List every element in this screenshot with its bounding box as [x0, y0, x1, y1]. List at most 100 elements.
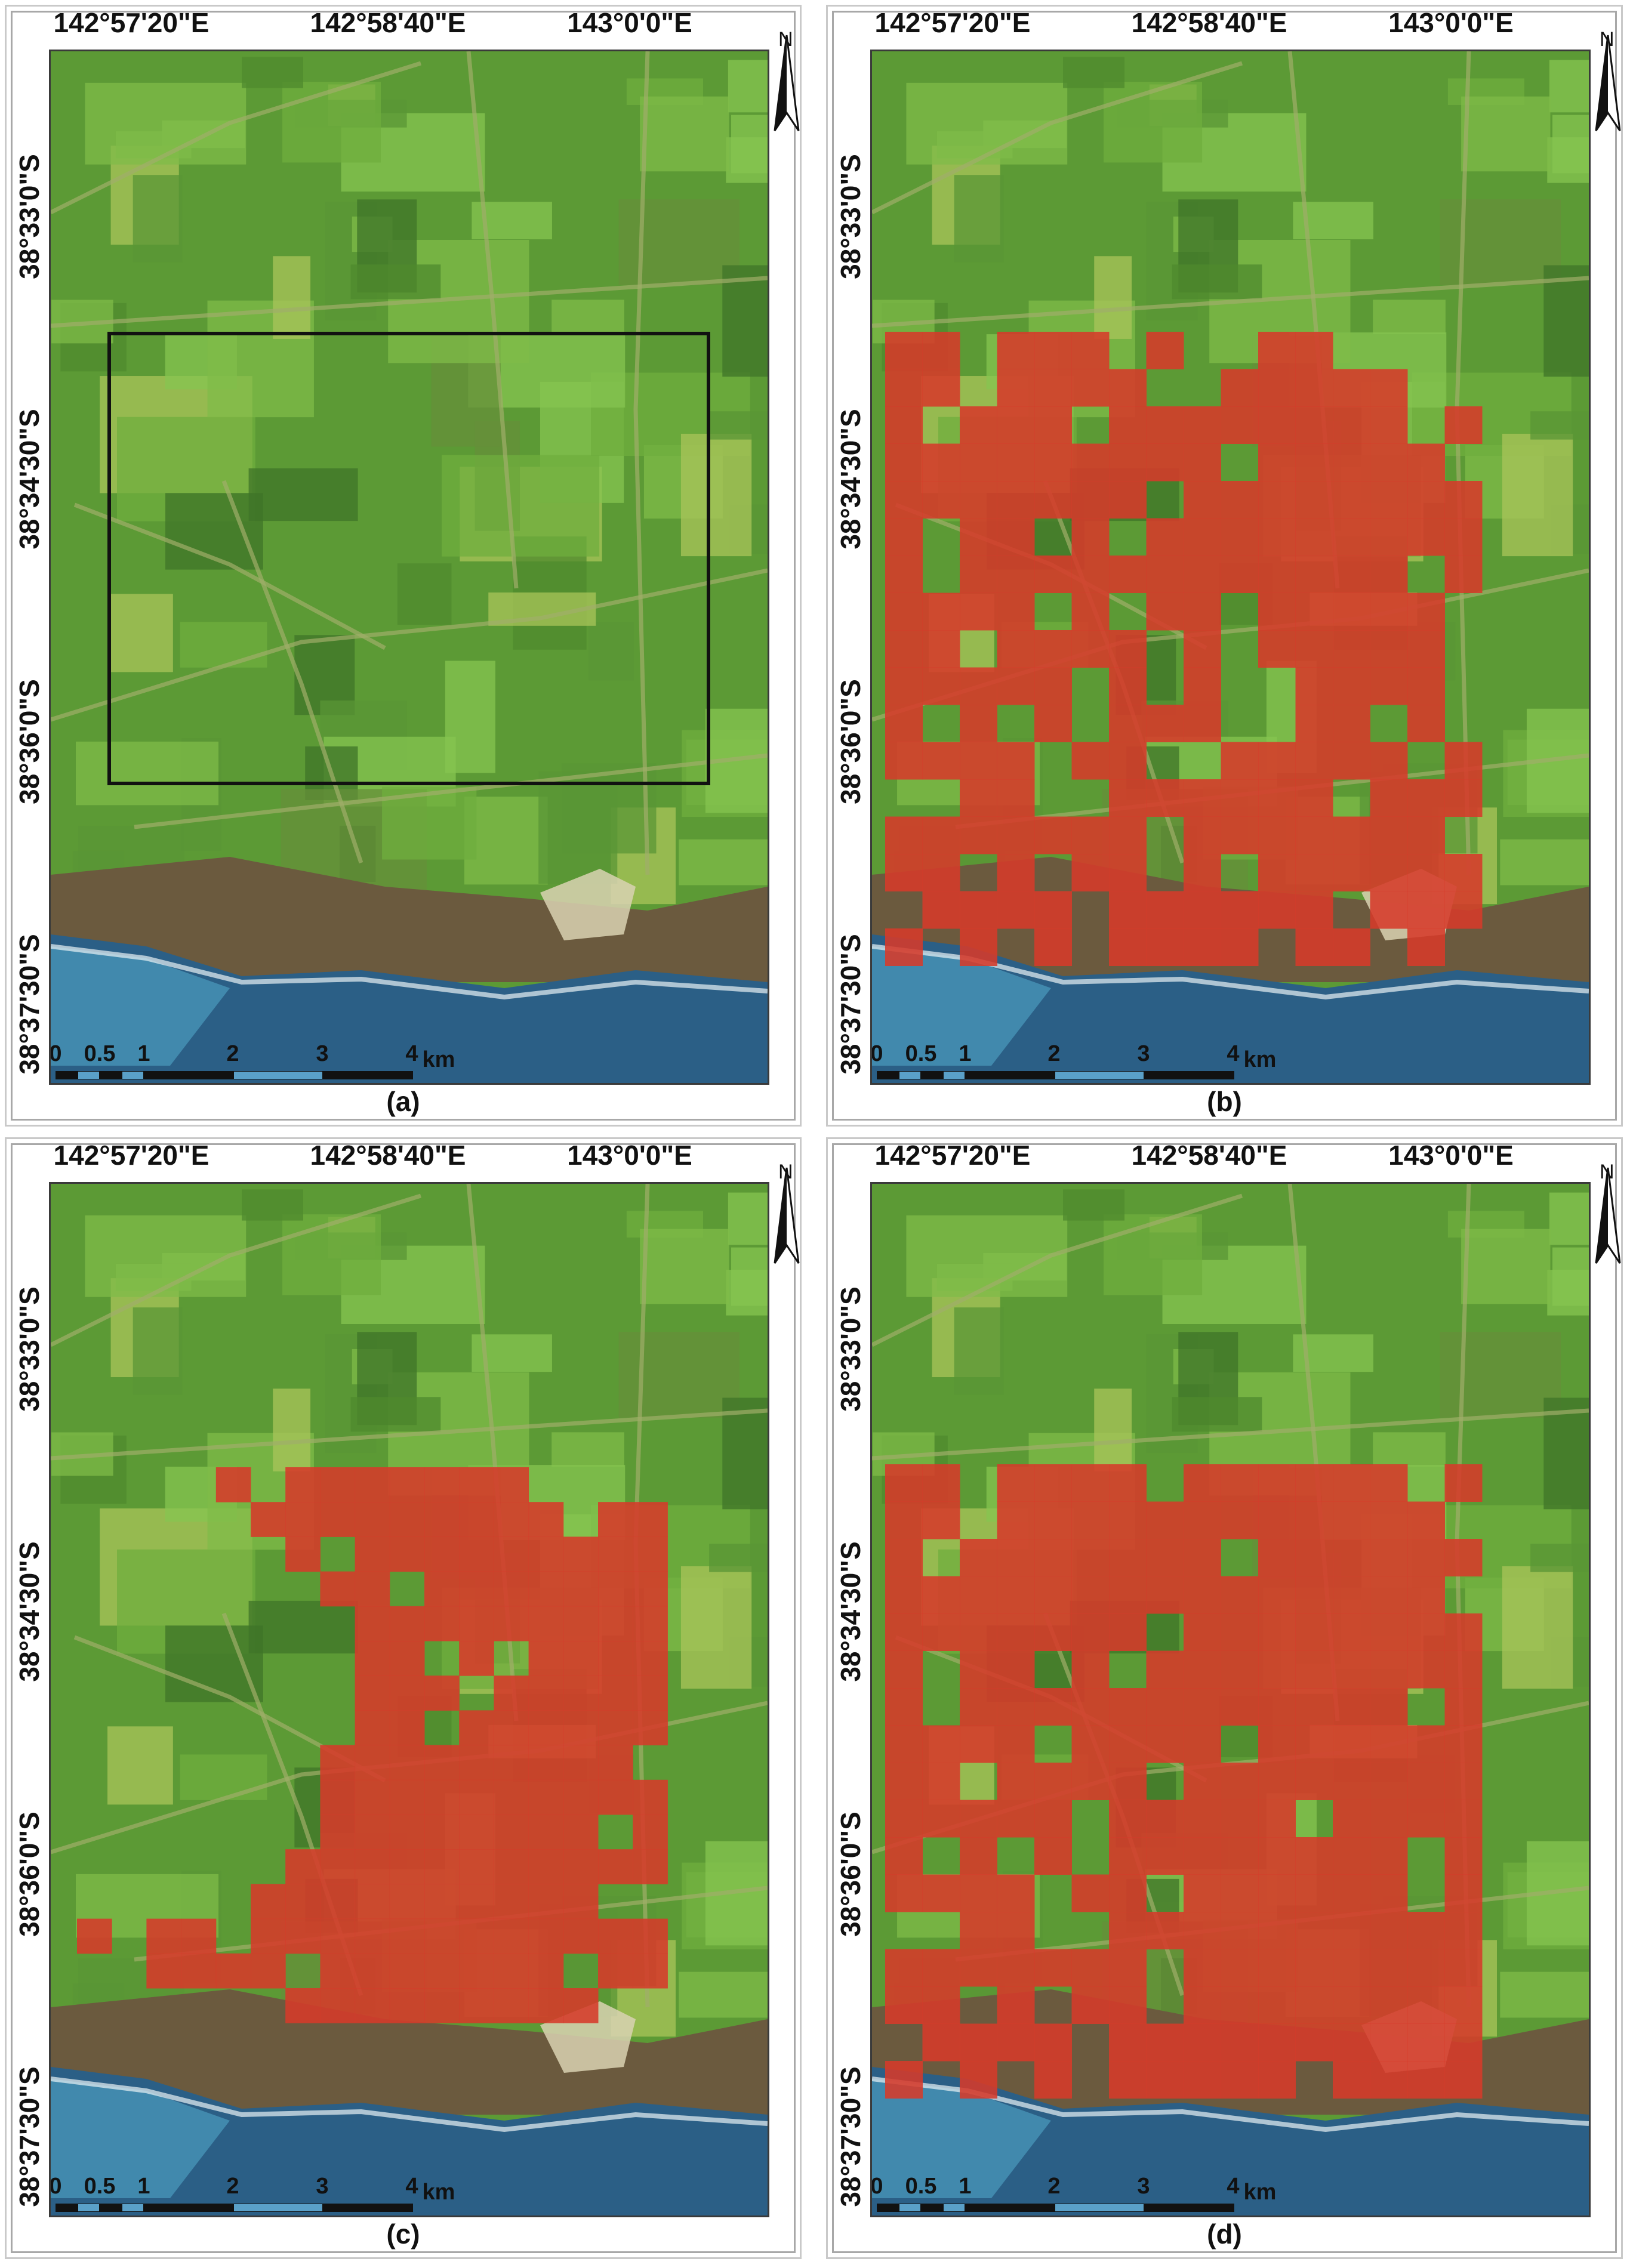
- burn-cell: [1221, 1874, 1259, 1912]
- burn-cell: [355, 1536, 390, 1572]
- burn-cell: [1184, 593, 1221, 631]
- burn-cell: [320, 1988, 356, 2023]
- burn-cell: [1333, 854, 1370, 891]
- burn-cell: [1295, 1576, 1333, 1614]
- burn-cell: [885, 2061, 923, 2099]
- burn-cell: [389, 1502, 425, 1537]
- burn-cell: [1370, 1986, 1408, 2024]
- burn-cell: [1258, 443, 1296, 482]
- burn-cell: [1333, 369, 1370, 407]
- panel-border: [832, 11, 1617, 1121]
- burn-cell: [389, 1953, 425, 1989]
- burn-cell: [1109, 1464, 1147, 1502]
- burn-cell: [563, 1918, 599, 1954]
- lat-label: 38°33'0"S: [14, 154, 45, 279]
- burn-cell: [1146, 1576, 1184, 1614]
- burn-cell: [1221, 1650, 1259, 1689]
- burn-cell: [1370, 1501, 1408, 1539]
- panel-caption: (a): [386, 1086, 420, 1117]
- burn-cell: [922, 1763, 960, 1800]
- burn-cell: [1370, 1763, 1408, 1800]
- burn-cell: [563, 1675, 599, 1711]
- burn-cell: [633, 1918, 668, 1954]
- burn-cell: [997, 1464, 1035, 1502]
- burn-cell: [1295, 1912, 1333, 1949]
- burn-cell: [1109, 1874, 1147, 1912]
- burn-cell: [494, 1710, 529, 1746]
- burn-cell: [960, 1576, 997, 1614]
- burn-cell: [459, 1815, 494, 1850]
- burn-cell: [1184, 1576, 1221, 1614]
- burn-cell: [1333, 630, 1370, 668]
- burn-cell: [1109, 1949, 1147, 1987]
- burn-cell: [1071, 332, 1110, 369]
- burn-cell: [320, 1884, 356, 1920]
- burn-cell: [1034, 705, 1072, 742]
- burn-cell: [355, 1918, 390, 1954]
- burn-cell: [1444, 2023, 1483, 2062]
- scale-bar-segments: [56, 2204, 413, 2212]
- scale-tick-label: 2: [226, 1041, 239, 1066]
- burn-cell: [1333, 1800, 1370, 1838]
- burn-cell: [494, 1675, 529, 1711]
- burn-cell: [1407, 481, 1445, 519]
- burn-cell: [1444, 742, 1483, 780]
- burn-cell: [320, 1849, 356, 1884]
- burn-area-overlay: [885, 332, 1483, 966]
- burn-cell: [424, 1606, 460, 1641]
- burn-cell: [563, 1815, 599, 1850]
- burn-cell: [1370, 779, 1408, 817]
- burn-cell: [1444, 2061, 1483, 2099]
- burn-cell: [1109, 1986, 1147, 2024]
- burn-cell: [1295, 332, 1333, 369]
- panel-border: [11, 11, 796, 1121]
- scale-tick-label: 0.5: [905, 1041, 937, 1066]
- burn-cell: [1333, 1837, 1370, 1875]
- scale-tick-label: 3: [1137, 2174, 1150, 2199]
- burn-cell: [494, 1571, 529, 1607]
- burn-cell: [1295, 1986, 1333, 2024]
- burn-cell: [1146, 406, 1184, 444]
- burn-cell: [885, 1464, 923, 1502]
- burn-cell: [1184, 1464, 1221, 1502]
- burn-cell: [1333, 1613, 1370, 1651]
- burn-cell: [1221, 1763, 1259, 1800]
- burn-cell: [1333, 2023, 1370, 2062]
- burn-cell: [960, 556, 997, 593]
- burn-cell: [459, 1606, 494, 1641]
- burn-cell: [1258, 742, 1296, 780]
- lon-label: 142°58'40"E: [310, 7, 466, 38]
- burn-cell: [1295, 406, 1333, 444]
- burn-cell: [997, 406, 1035, 444]
- burn-cell: [1407, 779, 1445, 817]
- burn-cell: [494, 1953, 529, 1989]
- burn-cell: [355, 1571, 390, 1607]
- burn-cell: [598, 1710, 633, 1746]
- burn-cell: [1184, 518, 1221, 556]
- burn-cell: [1109, 928, 1147, 966]
- burn-cell: [598, 1953, 633, 1989]
- burn-cell: [459, 1849, 494, 1884]
- burn-cell: [997, 667, 1035, 705]
- burn-cell: [633, 1953, 668, 1989]
- burn-cell: [1109, 1763, 1147, 1800]
- burn-cell: [320, 1918, 356, 1954]
- burn-cell: [1034, 928, 1072, 966]
- burn-cell: [251, 1884, 286, 1920]
- burn-cell: [563, 1606, 599, 1641]
- burn-cell: [355, 1606, 390, 1641]
- burn-cell: [1258, 1613, 1296, 1651]
- lat-label: 38°37'30"S: [14, 2066, 45, 2207]
- burn-cell: [528, 1884, 564, 1920]
- burn-cell: [1370, 1539, 1408, 1576]
- burn-cell: [1295, 1949, 1333, 1987]
- burn-cell: [1109, 1501, 1147, 1539]
- burn-cell: [885, 1837, 923, 1875]
- burn-cell: [1333, 593, 1370, 631]
- burn-cell: [1295, 369, 1333, 407]
- burn-cell: [1184, 1763, 1221, 1800]
- map-panel-d: 142°57'20"E 142°58'40"E 143°0'0"E 38°33'…: [826, 1137, 1623, 2259]
- burn-cell: [1184, 2061, 1221, 2099]
- burn-cell: [389, 1710, 425, 1746]
- burn-cell: [424, 1953, 460, 1989]
